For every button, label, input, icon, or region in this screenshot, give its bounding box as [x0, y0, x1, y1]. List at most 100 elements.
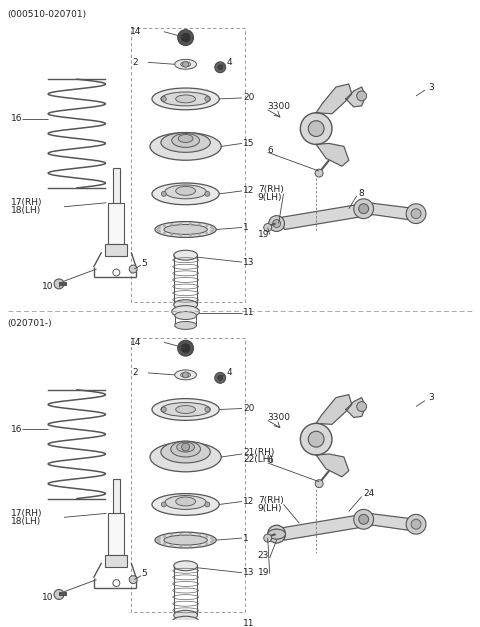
Circle shape — [189, 234, 192, 236]
Circle shape — [163, 232, 166, 234]
Circle shape — [315, 480, 323, 488]
Circle shape — [189, 223, 192, 225]
Ellipse shape — [174, 250, 197, 260]
Circle shape — [205, 543, 208, 545]
Circle shape — [212, 539, 215, 541]
Circle shape — [189, 545, 192, 547]
Polygon shape — [279, 514, 408, 540]
Text: 9(LH): 9(LH) — [258, 193, 282, 203]
Ellipse shape — [176, 497, 195, 506]
Text: 2: 2 — [132, 58, 138, 67]
Ellipse shape — [150, 132, 221, 161]
Circle shape — [308, 120, 324, 137]
Circle shape — [218, 65, 223, 70]
Circle shape — [161, 407, 166, 412]
Circle shape — [170, 544, 173, 546]
Text: 14: 14 — [130, 27, 141, 36]
Text: 8: 8 — [359, 189, 364, 198]
Ellipse shape — [268, 529, 286, 539]
Text: 9(LH): 9(LH) — [258, 504, 282, 513]
Text: 12: 12 — [243, 186, 254, 196]
Circle shape — [198, 233, 201, 236]
Circle shape — [180, 234, 182, 236]
Circle shape — [308, 431, 324, 447]
Text: 24: 24 — [364, 489, 375, 498]
Ellipse shape — [174, 561, 197, 571]
Circle shape — [210, 226, 213, 229]
Circle shape — [198, 534, 201, 536]
Bar — [113, 479, 120, 516]
Polygon shape — [316, 394, 352, 424]
Text: 4: 4 — [226, 369, 232, 377]
Text: 17(RH): 17(RH) — [11, 509, 42, 518]
Circle shape — [180, 533, 182, 535]
Circle shape — [161, 191, 166, 196]
Text: 11: 11 — [243, 619, 254, 627]
Ellipse shape — [180, 372, 191, 377]
Circle shape — [158, 541, 161, 543]
Circle shape — [354, 509, 373, 529]
Text: 19: 19 — [258, 230, 269, 239]
Text: 19: 19 — [258, 568, 269, 577]
Text: 20: 20 — [243, 93, 254, 102]
Circle shape — [411, 209, 421, 219]
Bar — [113, 168, 120, 206]
Circle shape — [54, 279, 64, 289]
Circle shape — [205, 535, 208, 537]
Circle shape — [198, 223, 201, 226]
Text: 6: 6 — [268, 456, 274, 465]
Circle shape — [315, 169, 323, 177]
Text: 10: 10 — [42, 282, 54, 292]
Text: 3: 3 — [428, 83, 434, 92]
Text: 3: 3 — [428, 393, 434, 402]
Text: 5: 5 — [141, 258, 147, 268]
Circle shape — [158, 226, 161, 229]
Circle shape — [212, 228, 215, 231]
Text: 13: 13 — [243, 258, 254, 266]
Circle shape — [359, 514, 369, 524]
Circle shape — [268, 525, 286, 543]
Circle shape — [359, 204, 369, 214]
Ellipse shape — [161, 92, 210, 106]
Text: 6: 6 — [268, 146, 274, 155]
Circle shape — [182, 61, 189, 67]
Ellipse shape — [164, 535, 207, 545]
Ellipse shape — [165, 495, 206, 509]
Circle shape — [163, 543, 166, 545]
Text: 23: 23 — [258, 551, 269, 561]
Text: 22(LH): 22(LH) — [243, 455, 273, 465]
Circle shape — [300, 113, 332, 144]
Text: 3300: 3300 — [268, 102, 291, 112]
Ellipse shape — [175, 60, 196, 69]
Ellipse shape — [161, 441, 210, 463]
Circle shape — [411, 519, 421, 529]
Text: 18(LH): 18(LH) — [11, 206, 41, 215]
Circle shape — [215, 372, 226, 383]
Circle shape — [210, 537, 213, 539]
Circle shape — [205, 232, 208, 234]
Text: 16: 16 — [11, 114, 22, 123]
Circle shape — [156, 228, 159, 231]
Polygon shape — [316, 144, 349, 166]
Text: 5: 5 — [141, 569, 147, 578]
Ellipse shape — [152, 183, 219, 205]
Circle shape — [215, 62, 226, 73]
Circle shape — [181, 33, 190, 42]
Circle shape — [406, 204, 426, 224]
Ellipse shape — [176, 186, 195, 196]
Circle shape — [163, 224, 166, 227]
Text: 3300: 3300 — [268, 413, 291, 422]
Text: 15: 15 — [243, 139, 254, 148]
Polygon shape — [346, 87, 366, 107]
Text: 14: 14 — [130, 338, 141, 347]
Ellipse shape — [174, 300, 197, 310]
Circle shape — [205, 407, 210, 412]
Circle shape — [218, 376, 223, 381]
Text: 7(RH): 7(RH) — [258, 496, 284, 505]
Ellipse shape — [176, 95, 195, 103]
Ellipse shape — [172, 305, 200, 317]
Polygon shape — [316, 84, 352, 113]
Text: 20: 20 — [243, 404, 254, 413]
Text: 18(LH): 18(LH) — [11, 517, 41, 526]
Text: (000510-020701): (000510-020701) — [8, 10, 87, 19]
